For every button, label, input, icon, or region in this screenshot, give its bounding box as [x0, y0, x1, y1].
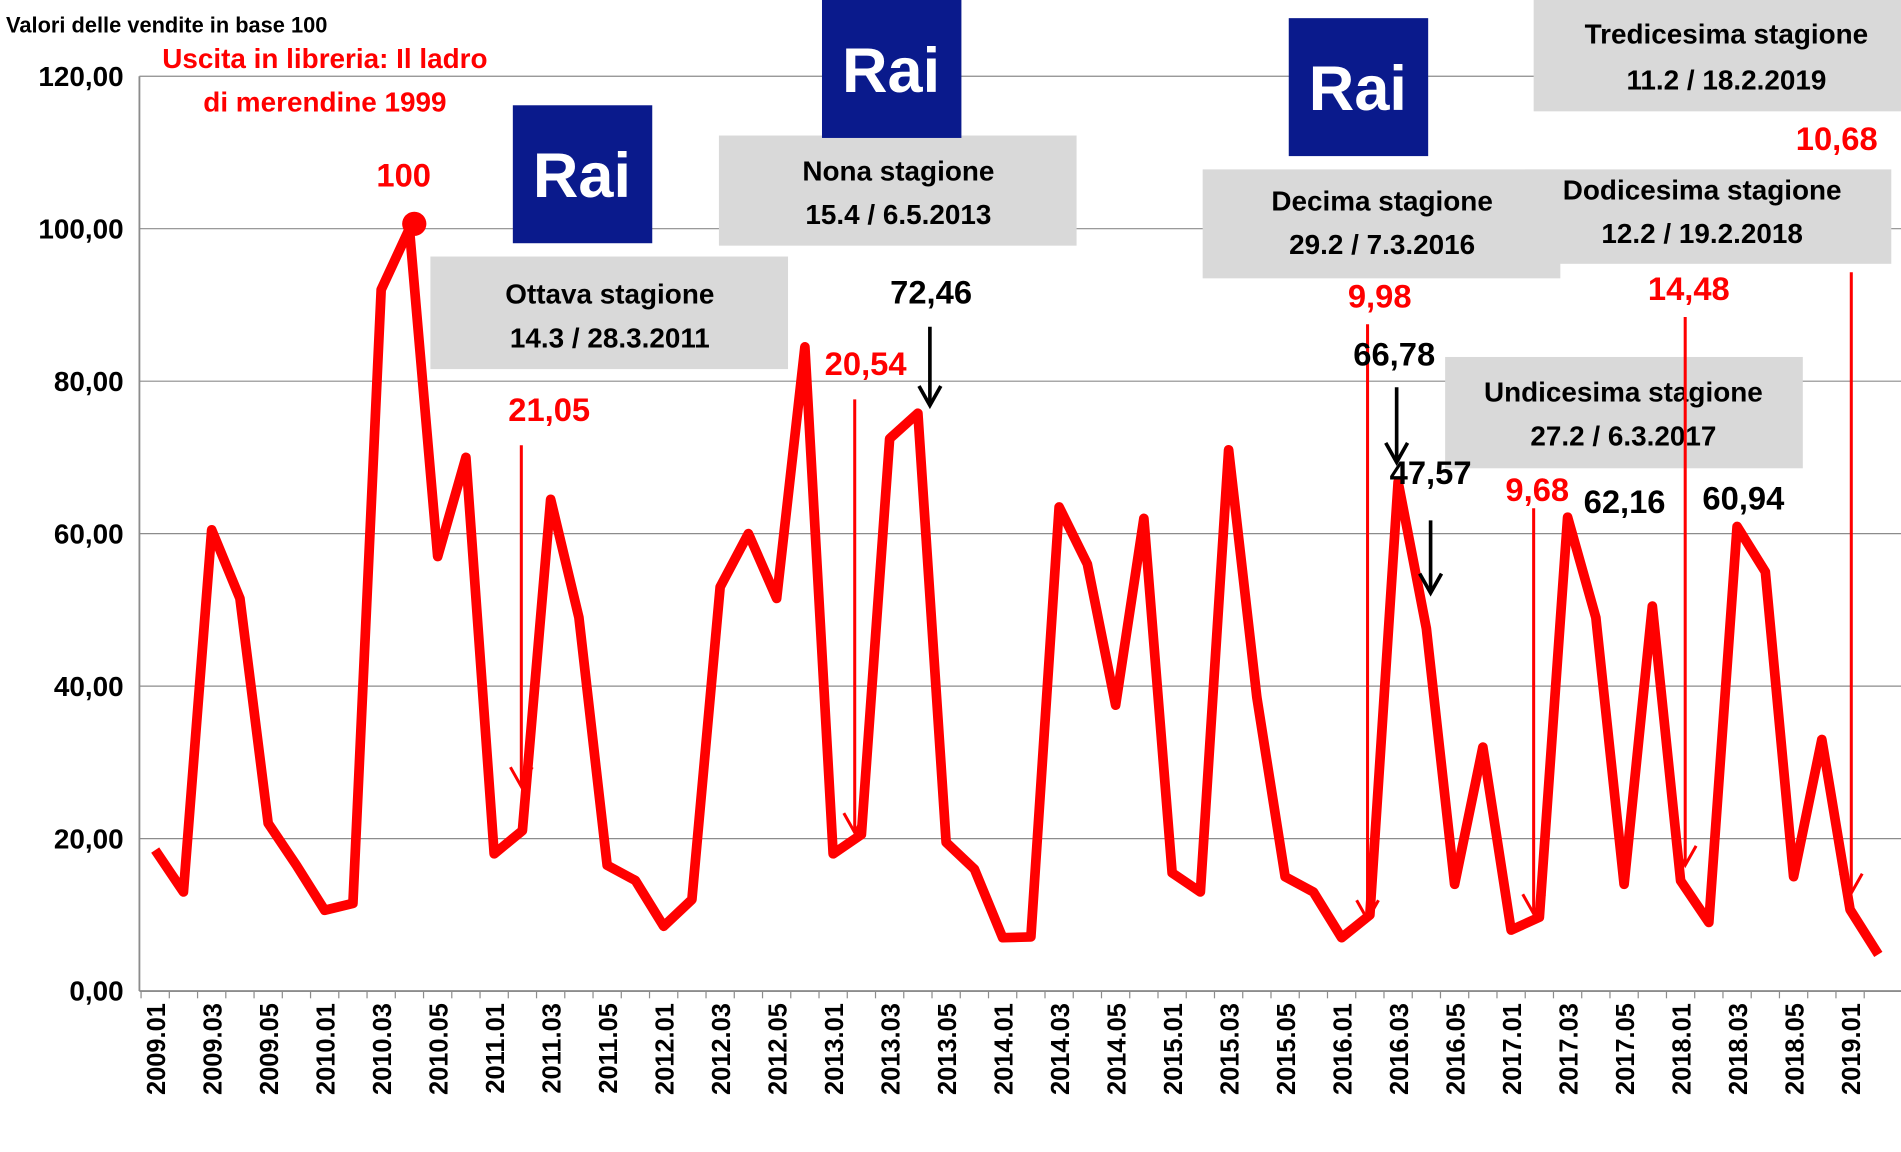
x-tick-label: 2009.05 [256, 1003, 284, 1095]
season-label: Tredicesima stagione [1585, 19, 1868, 50]
x-tick-label: 2013.01 [821, 1003, 849, 1095]
x-tick-label: 2018.03 [1725, 1003, 1753, 1095]
y-tick-label: 20,00 [54, 823, 124, 854]
season-box [1525, 169, 1892, 264]
logo-text: Rai [842, 36, 940, 106]
season-label: 27.2 / 6.3.2017 [1530, 420, 1716, 451]
arrow-head [1384, 442, 1410, 466]
season-box [1202, 169, 1561, 279]
y-tick-label: 120,00 [38, 61, 123, 92]
y-tick-label: 100,00 [38, 213, 123, 244]
value-label: 9,98 [1348, 277, 1412, 314]
x-tick-label: 2015.03 [1216, 1003, 1244, 1095]
season-box [1445, 356, 1803, 469]
x-tick-label: 2015.01 [1160, 1003, 1188, 1095]
x-tick-label: 2019.01 [1838, 1003, 1866, 1095]
x-tick-label: 2017.01 [1499, 1003, 1527, 1095]
value-label: 20,54 [825, 345, 907, 382]
x-tick-label: 2010.01 [312, 1003, 340, 1095]
x-tick-label: 2018.05 [1781, 1003, 1809, 1095]
x-tick-label: 2017.05 [1612, 1003, 1640, 1095]
x-tick-label: 2009.01 [143, 1003, 171, 1095]
x-tick-label: 2010.05 [425, 1003, 453, 1095]
value-label: 10,68 [1796, 120, 1878, 157]
peak-dot [402, 211, 427, 236]
season-label: Ottava stagione [505, 279, 714, 310]
x-tick-label: 2014.01 [990, 1003, 1018, 1095]
season-label: 15.4 / 6.5.2013 [805, 199, 991, 230]
x-tick-label: 2014.05 [1103, 1003, 1131, 1095]
arrow-head [509, 766, 534, 790]
value-label: 60,94 [1702, 479, 1784, 516]
chart-title: Valori delle vendite in base 100 [6, 13, 327, 38]
arrow-head [1418, 572, 1444, 597]
arrow-head [1672, 845, 1698, 869]
data-line [151, 223, 1883, 958]
logo-text: Rai [533, 141, 631, 211]
season-label: Nona stagione [802, 155, 994, 186]
annotation: Uscita in libreria: Il ladro [162, 43, 487, 74]
value-label: 9,68 [1505, 471, 1569, 508]
logo [1288, 18, 1429, 157]
value-label: 72,46 [890, 274, 972, 311]
x-tick-label: 2011.03 [538, 1003, 566, 1093]
logo-text: Rai [1309, 54, 1407, 124]
x-tick-label: 2014.03 [1047, 1003, 1075, 1095]
arrow-head [1839, 872, 1864, 897]
x-tick-label: 2016.05 [1442, 1003, 1470, 1095]
x-tick-label: 2018.01 [1668, 1003, 1696, 1095]
value-label: 62,16 [1584, 483, 1666, 520]
annotation: di merendine 1999 [203, 86, 446, 117]
x-tick-label: 2012.01 [651, 1003, 679, 1095]
x-tick-label: 2017.03 [1555, 1003, 1583, 1095]
value-label: 66,78 [1353, 335, 1435, 372]
x-tick-label: 2011.01 [482, 1003, 510, 1093]
season-label: 14.3 / 28.3.2011 [510, 322, 710, 353]
y-tick-label: 0,00 [69, 976, 123, 1007]
x-tick-label: 2010.03 [369, 1003, 397, 1095]
x-tick-label: 2015.05 [1273, 1003, 1301, 1095]
season-label: Dodicesima stagione [1563, 175, 1842, 206]
season-label: 12.2 / 19.2.2018 [1601, 218, 1802, 249]
x-tick-label: 2011.05 [595, 1003, 623, 1093]
arrow-head [917, 385, 943, 410]
x-tick-label: 2016.03 [1386, 1003, 1414, 1095]
season-label: 11.2 / 18.2.2019 [1626, 65, 1826, 96]
season-label: 29.2 / 7.3.2016 [1289, 229, 1475, 260]
value-label: 14,48 [1648, 270, 1730, 307]
value-label: 21,05 [508, 391, 590, 428]
y-tick-label: 60,00 [54, 518, 124, 549]
y-tick-label: 40,00 [54, 671, 124, 702]
x-tick-label: 2013.03 [877, 1003, 905, 1095]
x-tick-label: 2009.03 [199, 1003, 227, 1095]
season-label: Decima stagione [1271, 186, 1493, 217]
logo [512, 105, 653, 244]
x-tick-label: 2012.03 [708, 1003, 736, 1095]
season-box [718, 135, 1077, 246]
arrow-head [842, 812, 867, 836]
season-box [1533, 0, 1901, 112]
arrow-head [1355, 899, 1380, 923]
x-tick-label: 2012.05 [764, 1003, 792, 1095]
value-label: 100 [376, 156, 431, 193]
value-label: 47,57 [1390, 454, 1472, 491]
x-tick-label: 2013.05 [934, 1003, 962, 1095]
y-tick-label: 80,00 [54, 366, 124, 397]
season-box [430, 256, 789, 370]
arrow-head [1521, 893, 1546, 917]
x-tick-label: 2016.01 [1329, 1003, 1357, 1095]
season-label: Undicesima stagione [1484, 377, 1763, 408]
logo [821, 0, 962, 138]
